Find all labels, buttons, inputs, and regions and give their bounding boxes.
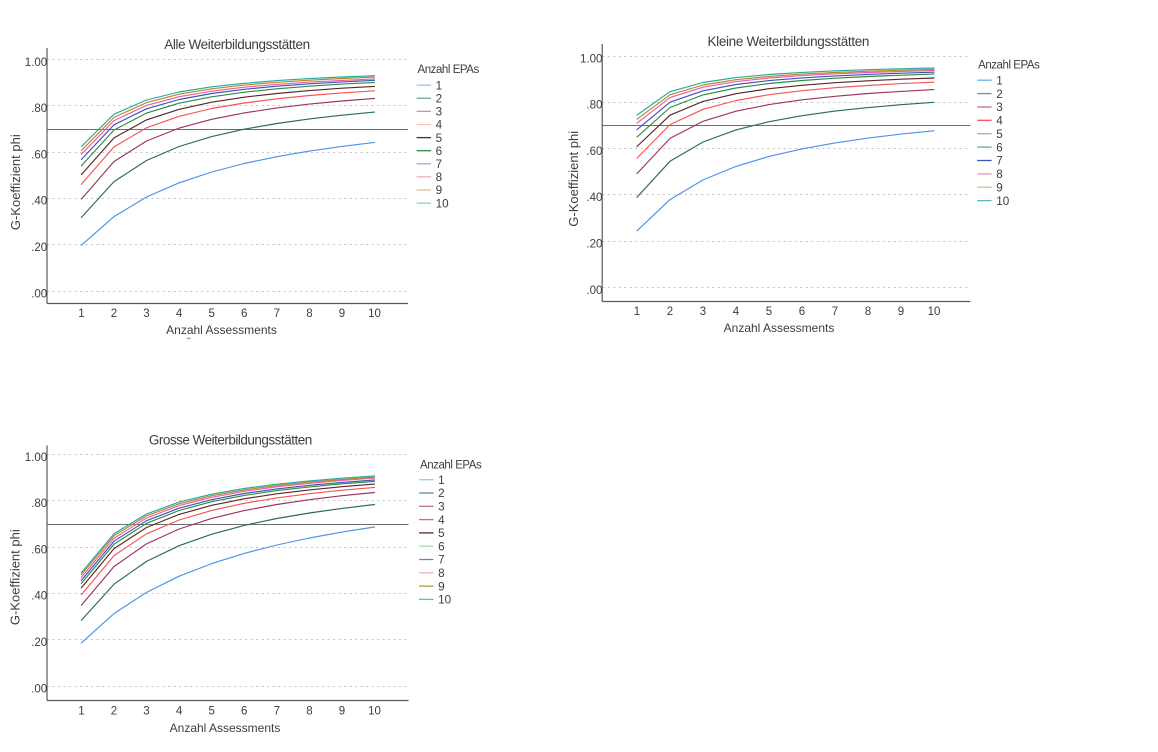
svg-text:Anzahl EPAs: Anzahl EPAs <box>418 64 480 76</box>
svg-text:5: 5 <box>766 306 772 318</box>
svg-text:1: 1 <box>438 474 445 487</box>
svg-text:.00: .00 <box>586 285 602 297</box>
svg-text:.20: .20 <box>31 637 47 649</box>
svg-text:G-Koeffizient phi: G-Koeffizient phi <box>566 131 581 227</box>
svg-text:6: 6 <box>799 306 805 318</box>
svg-text:9: 9 <box>996 181 1003 194</box>
svg-text:10: 10 <box>368 308 381 320</box>
svg-text:.60: .60 <box>31 544 47 556</box>
svg-text:3: 3 <box>143 308 149 320</box>
svg-text:2: 2 <box>438 487 445 500</box>
svg-text:9: 9 <box>436 184 443 197</box>
svg-text:2: 2 <box>436 93 443 106</box>
svg-text:.40: .40 <box>31 196 47 208</box>
svg-text:10: 10 <box>436 197 450 210</box>
svg-text:7: 7 <box>832 306 838 318</box>
svg-text:.60: .60 <box>31 149 47 161</box>
svg-text:.20: .20 <box>31 242 47 254</box>
svg-text:7: 7 <box>274 706 280 718</box>
svg-text:G-Koeffizient phi: G-Koeffizient phi <box>8 529 23 625</box>
svg-text:6: 6 <box>996 141 1003 154</box>
svg-text:Anzahl EPAs: Anzahl EPAs <box>420 460 482 472</box>
svg-text:2: 2 <box>667 306 673 318</box>
svg-text:1: 1 <box>634 306 640 318</box>
svg-text:.00: .00 <box>31 683 47 695</box>
svg-text:1.00: 1.00 <box>25 57 47 69</box>
svg-text:.80: .80 <box>31 103 47 115</box>
svg-text:Anzahl Assessments: Anzahl Assessments <box>724 321 835 335</box>
svg-text:5: 5 <box>438 527 445 540</box>
svg-text:8: 8 <box>865 306 871 318</box>
svg-text:2: 2 <box>111 706 117 718</box>
svg-text:4: 4 <box>176 706 183 718</box>
svg-text:9: 9 <box>339 706 345 718</box>
svg-text:7: 7 <box>438 554 445 567</box>
svg-text:9: 9 <box>438 580 445 593</box>
svg-text:8: 8 <box>306 308 312 320</box>
svg-text:10: 10 <box>928 306 941 318</box>
svg-text:9: 9 <box>339 308 345 320</box>
svg-text:10: 10 <box>996 195 1010 208</box>
svg-text:6: 6 <box>241 706 247 718</box>
svg-text:.40: .40 <box>586 192 602 204</box>
svg-text:6: 6 <box>436 145 443 158</box>
svg-text:Alle Weiterbildungsstätten: Alle Weiterbildungsstätten <box>164 37 309 52</box>
svg-text:1.00: 1.00 <box>25 452 47 464</box>
svg-text:3: 3 <box>438 501 445 514</box>
svg-text:5: 5 <box>208 706 214 718</box>
svg-text:.60: .60 <box>586 146 602 158</box>
svg-text:5: 5 <box>996 128 1003 141</box>
svg-text:Anzahl Assessments: Anzahl Assessments <box>170 721 281 735</box>
svg-text:.20: .20 <box>586 239 602 251</box>
svg-text:10: 10 <box>438 594 452 607</box>
svg-text:8: 8 <box>996 168 1003 181</box>
svg-text:3: 3 <box>700 306 706 318</box>
svg-text:6: 6 <box>241 308 247 320</box>
svg-text:4: 4 <box>733 306 740 318</box>
svg-text:6: 6 <box>438 540 445 553</box>
svg-text:2: 2 <box>996 88 1003 101</box>
svg-text:4: 4 <box>436 119 443 132</box>
svg-text:1: 1 <box>78 308 84 320</box>
svg-text:9: 9 <box>898 306 904 318</box>
svg-text:7: 7 <box>436 158 443 171</box>
svg-text:3: 3 <box>436 106 443 119</box>
svg-text:Grosse Weiterbildungsstätten: Grosse Weiterbildungsstätten <box>149 432 312 447</box>
svg-text:.40: .40 <box>31 591 47 603</box>
svg-text:G-Koeffizient phi: G-Koeffizient phi <box>8 134 23 230</box>
svg-text:.80: .80 <box>586 100 602 112</box>
svg-text:4: 4 <box>996 115 1003 128</box>
svg-text:1: 1 <box>78 706 84 718</box>
svg-text:5: 5 <box>208 308 214 320</box>
svg-text:4: 4 <box>176 308 183 320</box>
svg-text:7: 7 <box>996 155 1003 168</box>
svg-text:Kleine Weiterbildungsstätten: Kleine Weiterbildungsstätten <box>707 34 869 49</box>
svg-text:8: 8 <box>306 706 312 718</box>
svg-text:1: 1 <box>996 74 1003 87</box>
svg-text:8: 8 <box>436 171 443 184</box>
svg-text:10: 10 <box>368 706 381 718</box>
svg-text:.80: .80 <box>31 498 47 510</box>
svg-text:8: 8 <box>438 567 445 580</box>
svg-text:1.00: 1.00 <box>580 53 602 65</box>
svg-text:5: 5 <box>436 132 443 145</box>
svg-text:3: 3 <box>996 101 1003 114</box>
svg-text:Anzahl Assessments: Anzahl Assessments <box>166 323 277 337</box>
svg-text:Anzahl EPAs: Anzahl EPAs <box>978 60 1040 72</box>
svg-text:.00: .00 <box>31 288 47 300</box>
svg-text:2: 2 <box>111 308 117 320</box>
svg-text:1: 1 <box>436 79 443 92</box>
svg-text:4: 4 <box>438 514 445 527</box>
svg-text:7: 7 <box>274 308 280 320</box>
svg-text:3: 3 <box>143 706 149 718</box>
